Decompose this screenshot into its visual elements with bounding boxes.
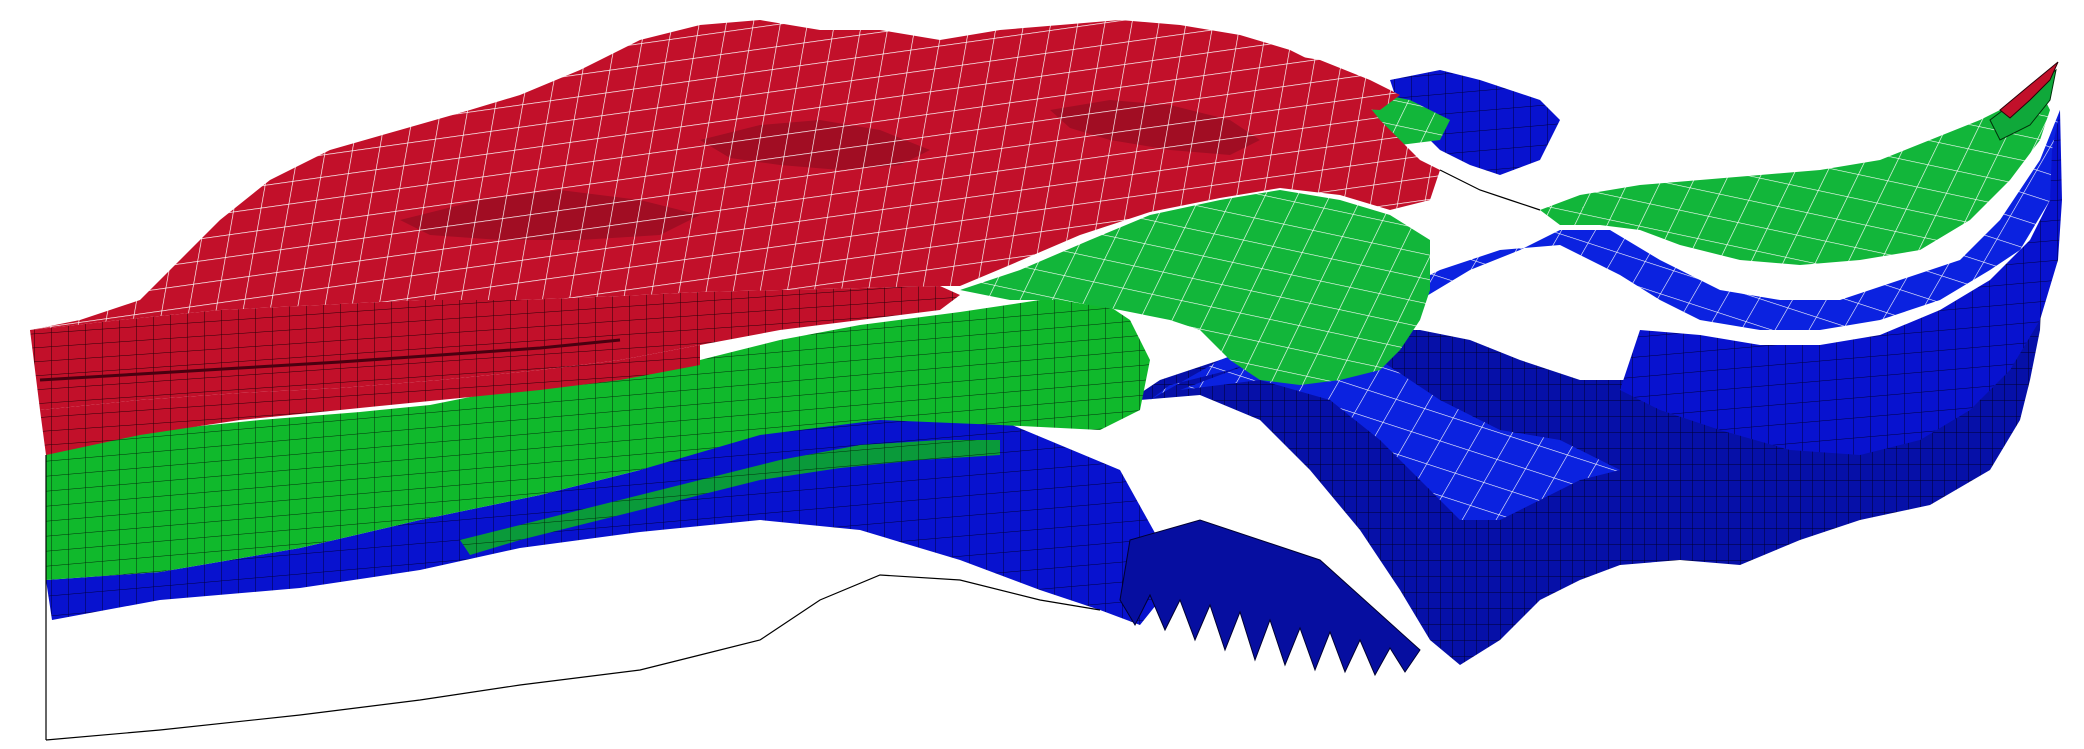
red-zone <box>30 20 2059 455</box>
red-back-ridge <box>1200 50 1400 110</box>
green-top-surface-right <box>1540 90 2050 265</box>
red-front-wall-lower <box>40 345 700 455</box>
blue-right-wall <box>1620 110 2062 455</box>
red-terrace-shade-2 <box>700 120 930 170</box>
red-top-surface <box>30 20 1440 330</box>
model-edges <box>45 169 1541 741</box>
red-front-wall-upper <box>30 286 960 410</box>
red-tip <box>1999 61 2059 119</box>
green-transition-band <box>460 440 1000 555</box>
blue-back-strip <box>1390 70 1560 175</box>
red-terrace-shade-1 <box>400 190 700 240</box>
red-slab-gap <box>39 338 621 382</box>
blue-top-surface-center <box>1180 350 1620 520</box>
blue-fault-teeth <box>1119 519 1421 677</box>
green-top-surface-center <box>960 190 1430 385</box>
red-terrace-shade-3 <box>1050 100 1260 155</box>
green-front-wall <box>46 300 1150 580</box>
blue-top-surface-right <box>1150 110 2060 400</box>
